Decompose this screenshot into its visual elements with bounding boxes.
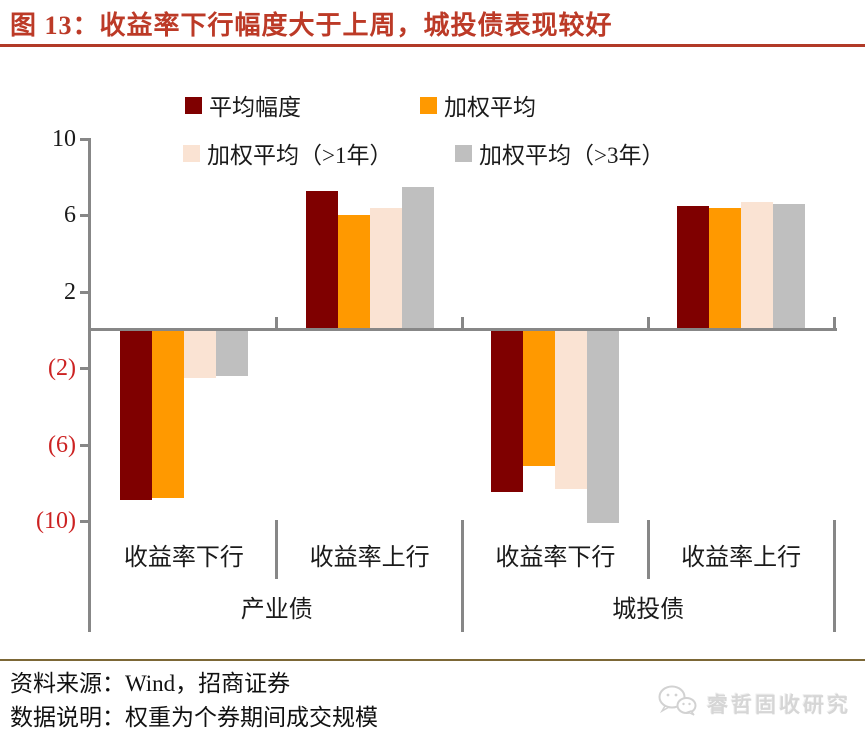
bar	[369, 207, 402, 330]
bar	[741, 202, 774, 330]
legend-label: 加权平均	[444, 95, 536, 120]
watermark-label: 睿哲固收研究	[707, 692, 851, 717]
category-tick	[646, 317, 650, 328]
bar	[587, 330, 620, 523]
category-label: 收益率下行	[123, 545, 244, 571]
y-axis-tick	[80, 290, 91, 294]
group-label: 城投债	[612, 597, 685, 623]
y-axis-tick-label: 2	[64, 278, 76, 305]
y-axis-tick	[80, 214, 91, 218]
legend-swatch	[420, 96, 437, 114]
bar-chart: 10 6 2 (2) (6) (10) 收益率下行 收益率上行 收益率下行 收益率上行产业债 城投债…	[36, 90, 837, 632]
y-axis-tick-label: (2)	[48, 355, 76, 382]
category-label: 收益率上行	[681, 545, 802, 571]
category-tick	[461, 317, 464, 328]
legend-swatch	[185, 96, 202, 114]
y-axis-tick-label: 6	[64, 202, 76, 229]
note-line: 数据说明：权重为个券期间成交规模	[10, 705, 378, 730]
legend-item: 加权平均	[420, 90, 536, 120]
legend-item: 平均幅度	[185, 90, 301, 120]
legend-label: 平均幅度	[209, 95, 301, 120]
category-separator	[832, 520, 836, 632]
y-axis-tick	[80, 138, 91, 141]
bar	[119, 330, 152, 500]
legend-item: 加权平均（>1年）	[183, 138, 392, 168]
legend-item: 加权平均（>3年）	[455, 138, 664, 168]
bar	[773, 203, 806, 330]
legend-swatch	[183, 144, 200, 162]
wechat-icon	[657, 684, 699, 723]
bar	[401, 186, 434, 330]
group-label: 产业债	[240, 597, 313, 623]
bar	[183, 330, 216, 378]
legend-label: 加权平均（>3年）	[479, 143, 665, 168]
footer-divider	[0, 659, 865, 661]
y-axis-tick	[80, 520, 91, 523]
y-axis-tick-label: (10)	[36, 508, 76, 534]
category-label: 收益率下行	[495, 545, 616, 571]
legend-label: 加权平均（>1年）	[207, 143, 393, 168]
category-separator	[461, 520, 464, 632]
title-underline	[0, 44, 865, 47]
category-separator	[646, 520, 650, 579]
category-tick	[275, 317, 279, 328]
bar	[305, 190, 338, 330]
category-tick	[832, 317, 836, 328]
legend-swatch	[455, 144, 472, 162]
y-axis-tick	[80, 443, 91, 447]
bar	[151, 330, 184, 499]
bar	[337, 215, 370, 330]
bar	[555, 330, 588, 489]
y-axis-tick-label: 10	[52, 126, 76, 152]
bar	[523, 330, 556, 466]
figure-title: 图 13：收益率下行幅度大于上周，城投债表现较好	[10, 11, 613, 40]
category-label: 收益率上行	[309, 545, 430, 571]
watermark: 睿哲固收研究	[657, 684, 851, 723]
bar	[677, 205, 710, 330]
bar	[215, 330, 248, 376]
category-separator	[275, 520, 279, 579]
x-axis-line	[88, 328, 837, 331]
y-axis-tick	[80, 367, 91, 371]
bar	[491, 330, 524, 493]
y-axis-tick-label: (6)	[48, 431, 76, 458]
y-axis-line	[88, 139, 91, 632]
bar	[709, 207, 742, 330]
source-line: 资料来源：Wind，招商证券	[10, 671, 291, 696]
